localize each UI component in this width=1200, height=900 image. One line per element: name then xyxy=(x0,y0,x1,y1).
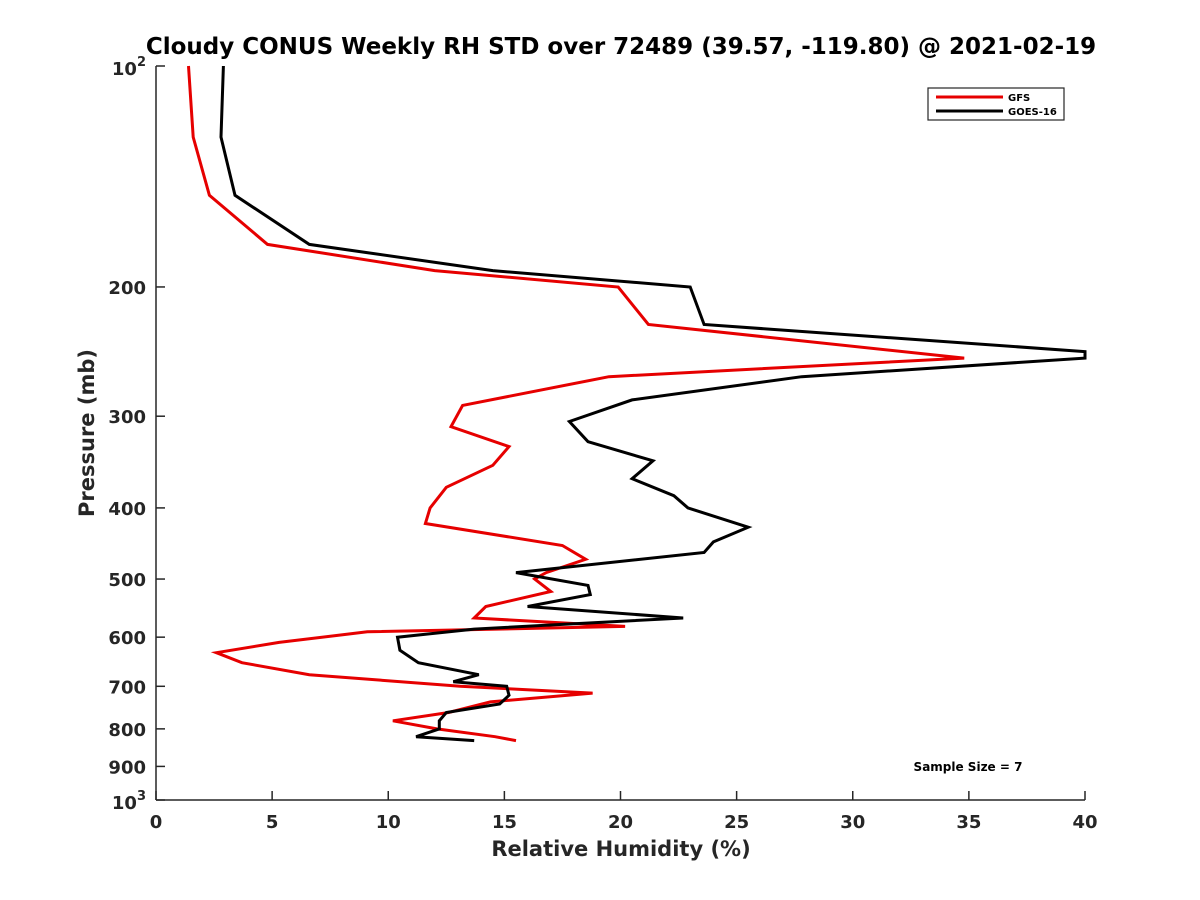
series-layer xyxy=(187,65,1087,743)
x-tick-label: 0 xyxy=(150,812,163,833)
y-tick-label: 900 xyxy=(108,757,146,778)
y-tick-label: 200 xyxy=(108,278,146,299)
x-tick-label: 15 xyxy=(492,812,517,833)
y-tick-label: 400 xyxy=(108,499,146,520)
x-axis-label: Relative Humidity (%) xyxy=(491,837,750,861)
y-tick-label: 103 xyxy=(112,789,146,814)
x-tick-label: 10 xyxy=(376,812,401,833)
x-tick-label: 40 xyxy=(1072,812,1097,833)
y-tick-label: 800 xyxy=(108,720,146,741)
x-tick-label: 20 xyxy=(608,812,633,833)
legend-label-goes-16: GOES-16 xyxy=(1008,107,1057,118)
y-tick-label: 102 xyxy=(112,55,146,80)
legend-label-gfs: GFS xyxy=(1008,93,1030,104)
y-tick-label: 700 xyxy=(108,677,146,698)
series-line-gfs xyxy=(187,65,965,743)
legend-box xyxy=(927,87,1065,121)
series-line-goes-16 xyxy=(219,65,1087,743)
y-tick-label: 600 xyxy=(108,628,146,649)
y-tick-label: 500 xyxy=(108,570,146,591)
sample-size-annotation: Sample Size = 7 xyxy=(914,760,1023,774)
x-tick-label: 35 xyxy=(956,812,981,833)
x-tick-label: 30 xyxy=(840,812,865,833)
axes-layer: 0 5 10 15 20 25 30 35 40 102 200 300 400 500 600 700 800… xyxy=(108,55,1097,833)
y-tick-label: 300 xyxy=(108,407,146,428)
chart-title: Cloudy CONUS Weekly RH STD over 72489 (3… xyxy=(146,34,1096,60)
x-tick-label: 5 xyxy=(266,812,279,833)
y-axis-label: Pressure (mb) xyxy=(75,349,99,517)
legend: GFS GOES-16 xyxy=(927,87,1065,121)
x-tick-label: 25 xyxy=(724,812,749,833)
